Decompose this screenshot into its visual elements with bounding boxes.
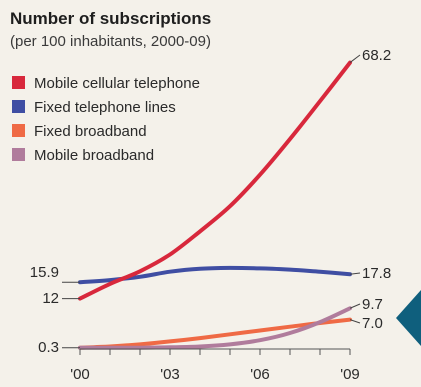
- chart-subtitle: (per 100 inhabitants, 2000-09): [10, 33, 211, 50]
- start-value-label: 15.9: [30, 264, 59, 281]
- legend-swatch: [12, 100, 25, 113]
- plot-area: [78, 60, 352, 350]
- x-tick-label: '00: [70, 366, 90, 383]
- legend-swatch: [12, 124, 25, 137]
- end-value-label: 68.2: [362, 47, 391, 64]
- start-value-label: 12: [42, 290, 59, 307]
- legend-label: Fixed telephone lines: [34, 99, 176, 116]
- end-value-label: 17.8: [362, 265, 391, 282]
- label-leader: [349, 319, 361, 324]
- legend-swatch: [12, 76, 25, 89]
- legend-label: Mobile broadband: [34, 147, 154, 164]
- x-tick-label: '09: [340, 366, 360, 383]
- chart-title: Number of subscriptions: [10, 9, 211, 28]
- start-value-label: 0.3: [38, 339, 59, 356]
- legend-label: Fixed broadband: [34, 123, 147, 140]
- series-line: [78, 317, 352, 350]
- legend-label: Mobile cellular telephone: [34, 75, 200, 92]
- series-line: [78, 306, 352, 350]
- label-leader: [349, 54, 361, 63]
- legend-swatch: [12, 148, 25, 161]
- x-tick-label: '06: [250, 366, 270, 383]
- value-labels: 15.9 12 0.3 68.2 17.8 9.7 7.0: [30, 47, 391, 356]
- end-value-label: 7.0: [362, 315, 383, 332]
- x-axis: '00 '03 '06 '09: [70, 348, 360, 383]
- nav-arrow-icon[interactable]: [396, 290, 421, 346]
- legend: Mobile cellular telephone Fixed telephone…: [12, 75, 200, 164]
- x-tick-label: '03: [160, 366, 180, 383]
- label-leader: [349, 303, 361, 309]
- label-leader: [349, 272, 361, 275]
- series-line: [78, 60, 352, 301]
- end-value-label: 9.7: [362, 296, 383, 313]
